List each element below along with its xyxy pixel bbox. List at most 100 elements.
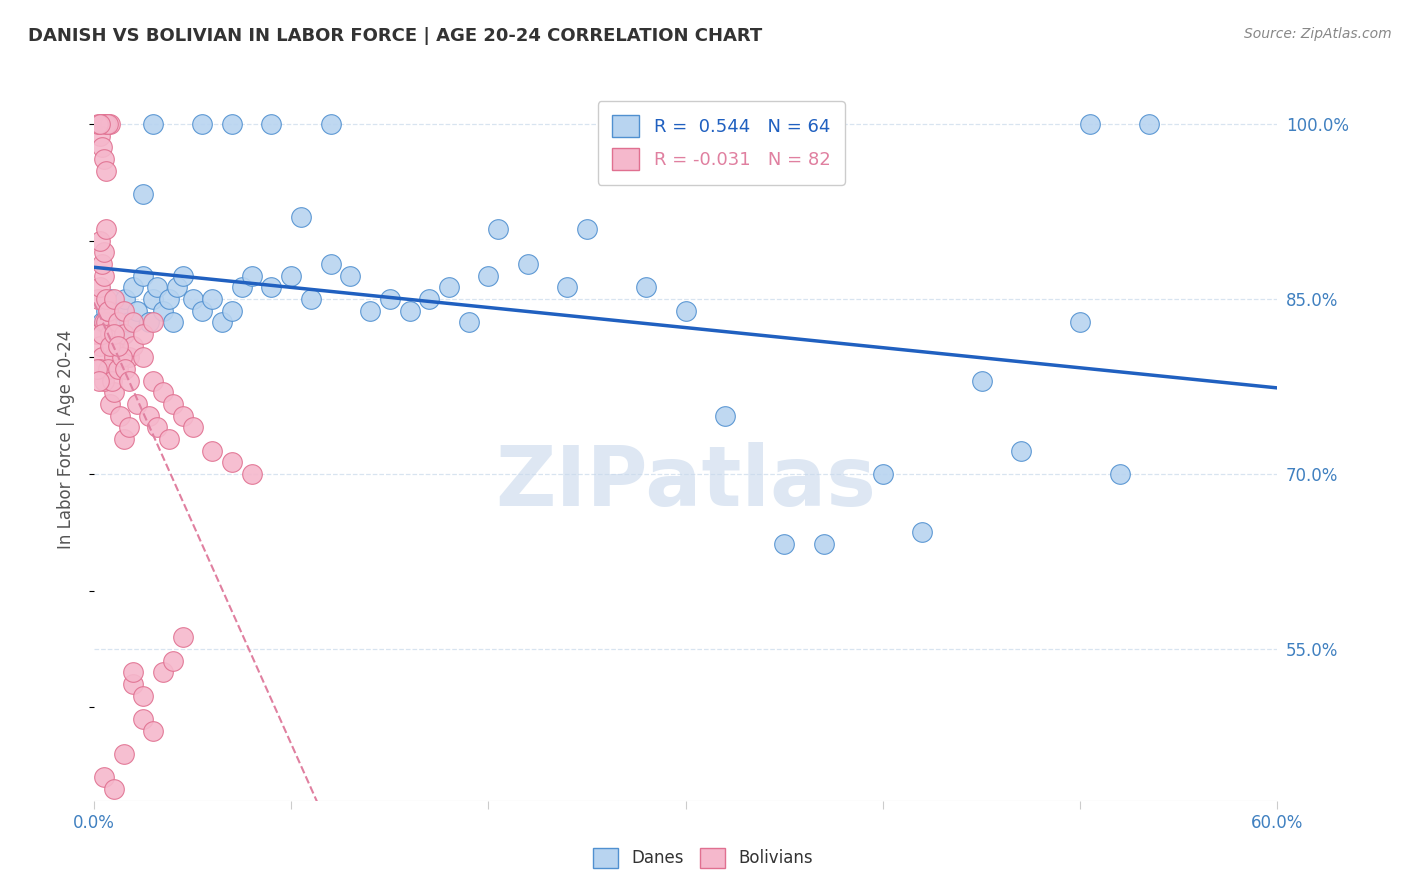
Point <box>486 222 509 236</box>
Point <box>127 303 149 318</box>
Point <box>93 245 115 260</box>
Point <box>319 257 342 271</box>
Point <box>162 654 184 668</box>
Point <box>162 315 184 329</box>
Point <box>813 537 835 551</box>
Point <box>114 362 136 376</box>
Point <box>911 525 934 540</box>
Point <box>103 303 125 318</box>
Point <box>201 292 224 306</box>
Point <box>90 257 112 271</box>
Point <box>636 280 658 294</box>
Point <box>142 374 165 388</box>
Point <box>201 443 224 458</box>
Point <box>94 222 117 236</box>
Y-axis label: In Labor Force | Age 20-24: In Labor Force | Age 20-24 <box>58 329 75 549</box>
Point <box>93 374 115 388</box>
Point <box>398 303 420 318</box>
Point <box>181 420 204 434</box>
Point <box>1108 467 1130 481</box>
Point <box>93 152 115 166</box>
Point <box>90 315 112 329</box>
Point <box>93 268 115 283</box>
Point <box>181 292 204 306</box>
Point <box>90 351 112 365</box>
Point <box>107 315 129 329</box>
Point <box>576 222 599 236</box>
Point <box>112 747 135 761</box>
Point <box>107 362 129 376</box>
Point <box>172 268 194 283</box>
Point <box>94 292 117 306</box>
Point <box>90 140 112 154</box>
Point <box>378 292 401 306</box>
Point <box>112 303 135 318</box>
Point <box>191 117 214 131</box>
Text: ZIPatlas: ZIPatlas <box>495 442 876 523</box>
Point <box>132 689 155 703</box>
Point <box>1010 443 1032 458</box>
Point <box>221 117 243 131</box>
Point <box>1078 117 1101 131</box>
Point <box>138 409 160 423</box>
Point <box>122 677 145 691</box>
Point <box>97 303 120 318</box>
Point <box>166 280 188 294</box>
Point <box>457 315 479 329</box>
Point <box>146 420 169 434</box>
Point <box>714 409 737 423</box>
Point <box>138 315 160 329</box>
Point <box>103 292 125 306</box>
Point <box>87 117 110 131</box>
Point <box>89 280 111 294</box>
Point <box>477 268 499 283</box>
Point <box>118 420 141 434</box>
Point <box>103 326 125 341</box>
Point <box>122 315 145 329</box>
Point <box>172 630 194 644</box>
Point <box>280 268 302 283</box>
Point <box>773 537 796 551</box>
Point <box>142 723 165 738</box>
Point <box>339 268 361 283</box>
Point <box>162 397 184 411</box>
Point <box>132 351 155 365</box>
Point <box>94 117 117 131</box>
Point <box>132 326 155 341</box>
Point <box>108 409 131 423</box>
Point <box>240 268 263 283</box>
Point <box>93 315 115 329</box>
Point <box>89 234 111 248</box>
Point <box>90 326 112 341</box>
Point <box>107 315 129 329</box>
Legend: Danes, Bolivians: Danes, Bolivians <box>586 841 820 875</box>
Point <box>152 385 174 400</box>
Point <box>118 351 141 365</box>
Point <box>872 467 894 481</box>
Point <box>100 339 122 353</box>
Point <box>437 280 460 294</box>
Point <box>675 303 697 318</box>
Point <box>122 280 145 294</box>
Point <box>94 303 117 318</box>
Point <box>110 351 132 365</box>
Point <box>122 339 145 353</box>
Point <box>418 292 440 306</box>
Point <box>260 117 283 131</box>
Point <box>98 397 121 411</box>
Point <box>89 362 111 376</box>
Point <box>97 362 120 376</box>
Point <box>260 280 283 294</box>
Point <box>98 117 121 131</box>
Point <box>103 351 125 365</box>
Point <box>98 326 121 341</box>
Point <box>97 117 120 131</box>
Point <box>90 117 112 131</box>
Point <box>94 163 117 178</box>
Point <box>86 362 108 376</box>
Point <box>84 326 107 341</box>
Point <box>211 315 233 329</box>
Point <box>89 117 111 131</box>
Point <box>191 303 214 318</box>
Point <box>299 292 322 306</box>
